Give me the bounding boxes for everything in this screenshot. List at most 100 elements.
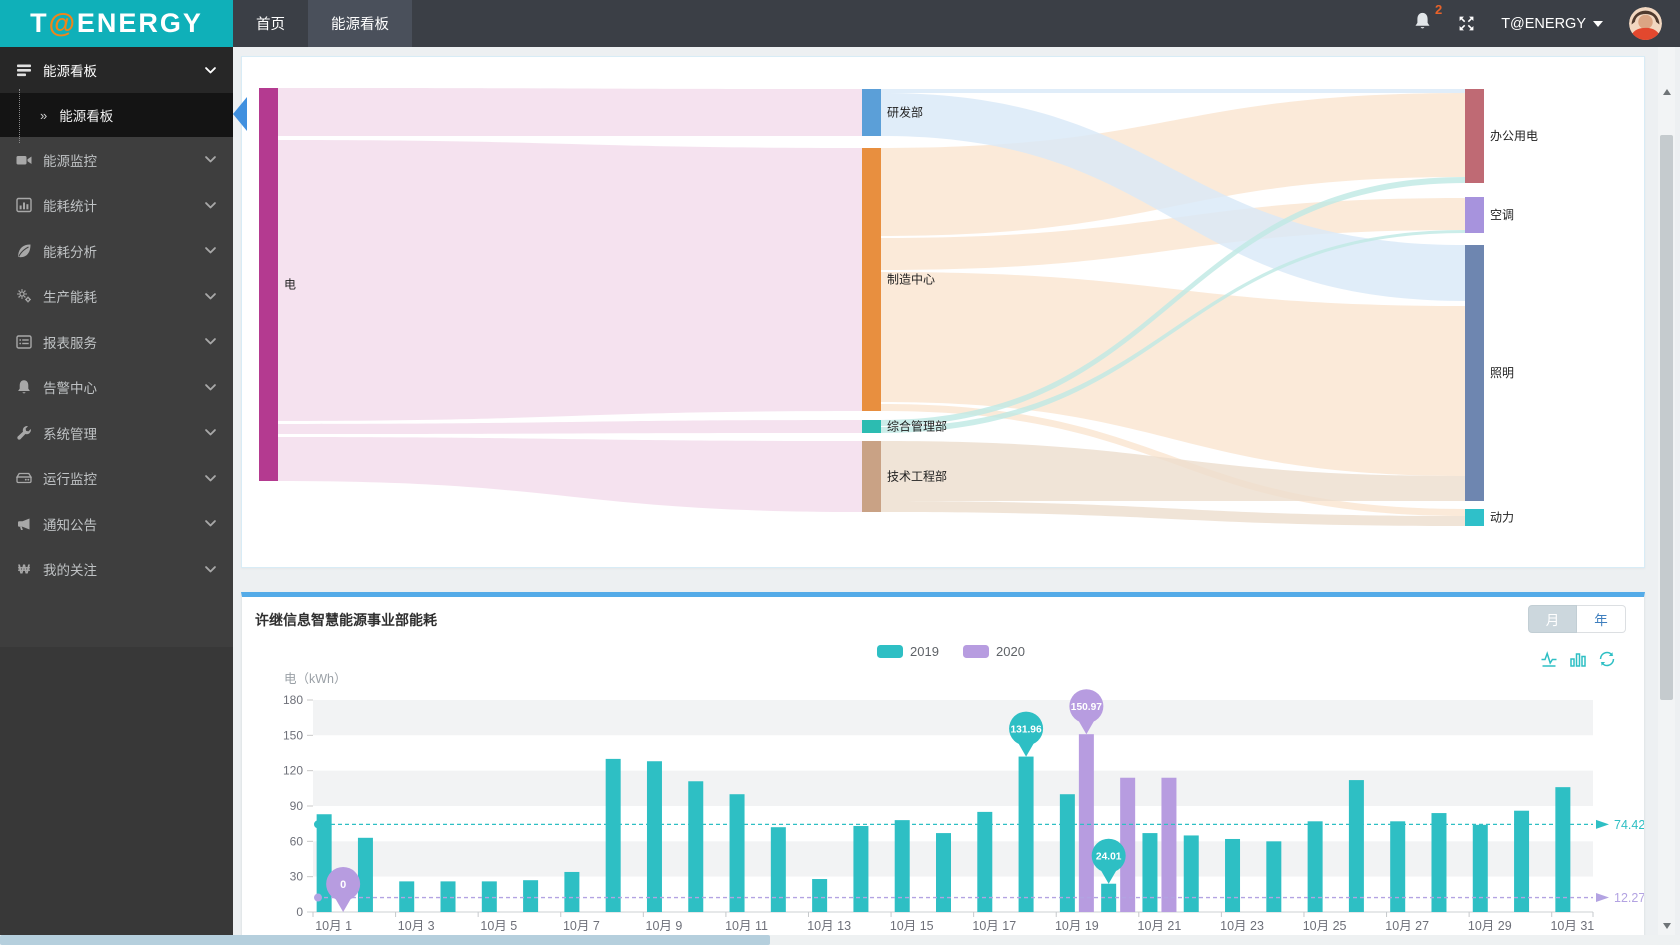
sankey-link-制造中心-办公用电[interactable] <box>881 93 1465 236</box>
sidebar-item-7[interactable]: 系统管理 <box>0 410 233 456</box>
bar-2019-10月 16[interactable] <box>936 833 951 912</box>
bar-2019-10月 24[interactable] <box>1266 841 1282 912</box>
sidebar-item-8[interactable]: 运行监控 <box>0 456 233 502</box>
sankey-node-空调[interactable] <box>1465 197 1484 233</box>
sidebar-item-2[interactable]: 能耗统计 <box>0 183 233 229</box>
sankey-link-电-研发部[interactable] <box>278 88 862 136</box>
sidebar-item-9[interactable]: 通知公告 <box>0 501 233 547</box>
sankey-link-研发部-照明[interactable] <box>881 93 1465 301</box>
sidebar-item-5[interactable]: 报表服务 <box>0 319 233 365</box>
vertical-scrollbar[interactable] <box>1658 47 1675 935</box>
sankey-node-制造中心[interactable] <box>862 148 881 411</box>
tab-energy-board[interactable]: 能源看板 <box>308 0 412 47</box>
vertical-scrollbar-thumb[interactable] <box>1660 135 1673 700</box>
bar-2019-10月 25[interactable] <box>1307 821 1323 912</box>
sidebar-subitem-能源看板[interactable]: » 能源看板 <box>0 89 233 143</box>
sidebar-item-6[interactable]: 告警中心 <box>0 365 233 411</box>
sankey-node-技术工程部[interactable] <box>862 441 881 512</box>
pin-value-label: 24.01 <box>1096 852 1122 863</box>
sankey-link-综合管理部-办公用电[interactable] <box>881 177 1465 426</box>
sankey-link-制造中心-空调[interactable] <box>881 198 1465 270</box>
tab-home[interactable]: 首页 <box>256 17 285 33</box>
chevron-down-icon <box>205 429 216 436</box>
bar-2020-10月 21[interactable] <box>1161 777 1177 912</box>
chevron-down-icon <box>205 247 216 254</box>
bar-2019-10月 13[interactable] <box>812 879 828 912</box>
sankey-link-制造中心-照明[interactable] <box>881 272 1465 476</box>
bar-2019-10月 31[interactable] <box>1555 787 1571 912</box>
sankey-node-label: 动力 <box>1490 511 1514 525</box>
sankey-link-电-制造中心[interactable] <box>278 140 862 421</box>
bar-2019-10月 6[interactable] <box>523 880 539 912</box>
bar-2019-10月 7[interactable] <box>564 871 580 912</box>
scroll-down-arrow-icon[interactable] <box>1663 923 1671 929</box>
sankey-link-综合管理部-空调[interactable] <box>881 230 1465 433</box>
sidebar-item-10[interactable]: ₩ 我的关注 <box>0 547 233 593</box>
bar-2019-10月 26[interactable] <box>1348 780 1364 912</box>
sankey-node-办公用电[interactable] <box>1465 89 1484 183</box>
sidebar-item-0[interactable]: 能源看板 <box>0 47 233 93</box>
sankey-link-电-综合管理部[interactable] <box>278 420 862 434</box>
sidebar-item-label: 系统管理 <box>43 426 97 442</box>
bar-2019-10月 14[interactable] <box>853 826 869 912</box>
sankey-link-技术工程部-动力[interactable] <box>881 501 1465 526</box>
bar-2019-10月 2[interactable] <box>357 837 373 912</box>
sankey-link-研发部-办公用电[interactable] <box>881 89 1465 93</box>
sankey-node-动力[interactable] <box>1465 509 1484 526</box>
user-menu[interactable]: T@ENERGY <box>1501 16 1603 32</box>
bar-2019-10月 30[interactable] <box>1514 810 1530 912</box>
bar-2019-10月 3[interactable] <box>399 881 415 912</box>
markpoint-pin-131.96: 131.96 <box>1009 711 1044 757</box>
bar-2019-10月 21[interactable] <box>1142 833 1158 912</box>
sankey-node-研发部[interactable] <box>862 89 881 136</box>
bar-2019-10月 11[interactable] <box>729 794 745 912</box>
year-toggle-button[interactable]: 年 <box>1577 605 1626 633</box>
sidebar-item-4[interactable]: 生产能耗 <box>0 274 233 320</box>
bar-2019-10月 5[interactable] <box>481 881 497 912</box>
refresh-icon[interactable] <box>1598 650 1616 668</box>
sankey-node-综合管理部[interactable] <box>862 420 881 433</box>
legend-swatch-2020[interactable] <box>963 645 989 658</box>
sidebar-item-1[interactable]: 能源监控 <box>0 137 233 183</box>
bar-2019-10月 23[interactable] <box>1225 838 1241 912</box>
bar-2019-10月 19[interactable] <box>1059 794 1075 912</box>
bar-2019-10月 27[interactable] <box>1390 821 1406 912</box>
line-chart-icon[interactable] <box>1540 650 1558 668</box>
legend-label-2020: 2020 <box>996 644 1025 659</box>
bar-2019-10月 28[interactable] <box>1431 813 1447 912</box>
sankey-node-照明[interactable] <box>1465 245 1484 501</box>
bar-2020-10月 20[interactable] <box>1120 777 1136 912</box>
bar-2019-10月 22[interactable] <box>1183 835 1199 912</box>
bar-2019-10月 8[interactable] <box>605 758 621 912</box>
scroll-up-arrow-icon[interactable] <box>1663 89 1671 95</box>
month-toggle-button[interactable]: 月 <box>1528 605 1577 633</box>
bar-2019-10月 15[interactable] <box>894 820 910 912</box>
sidebar-item-label: 报表服务 <box>43 335 97 351</box>
pin-value-label: 131.96 <box>1010 724 1041 735</box>
bar-2020-10月 19[interactable] <box>1078 734 1094 912</box>
notification-bell[interactable]: 2 <box>1413 2 1442 36</box>
fullscreen-icon[interactable] <box>1458 15 1475 32</box>
markpoint-pin-24.01: 24.01 <box>1091 838 1126 884</box>
horizontal-scrollbar-thumb[interactable] <box>0 935 770 945</box>
legend-swatch-2019[interactable] <box>877 645 903 658</box>
bar-2019-10月 12[interactable] <box>770 827 786 912</box>
sidebar: 能源看板 » 能源看板 能源监控 能耗统计 能耗分析 生产能耗报表服务告警中心系统管理运行监… <box>0 47 233 935</box>
sidebar-empty-area <box>0 647 233 935</box>
sidebar-item-3[interactable]: 能耗分析 <box>0 228 233 274</box>
bar-2019-10月 17[interactable] <box>977 811 993 912</box>
bar-2019-10月 4[interactable] <box>440 881 456 912</box>
sankey-link-技术工程部-照明[interactable] <box>881 441 1465 501</box>
hdd-icon <box>16 473 32 484</box>
sankey-node-电[interactable] <box>259 88 278 481</box>
markline-arrow-icon <box>1596 893 1609 903</box>
avatar[interactable] <box>1629 7 1662 40</box>
horizontal-scrollbar[interactable] <box>0 935 1680 945</box>
bar-2019-10月 18[interactable] <box>1018 756 1034 912</box>
main-content: 电 研发部 制造中心 综合管理部 技术工程部 办公用电 空调 照明 动力 许继信息智慧能源事业部… <box>233 47 1680 935</box>
bar-2019-10月 9[interactable] <box>646 761 662 912</box>
bar-chart-icon[interactable] <box>1569 650 1587 668</box>
bar-2019-10月 29[interactable] <box>1472 824 1488 912</box>
sankey-link-电-技术工程部[interactable] <box>278 437 862 512</box>
bar-2019-10月 10[interactable] <box>688 781 704 912</box>
